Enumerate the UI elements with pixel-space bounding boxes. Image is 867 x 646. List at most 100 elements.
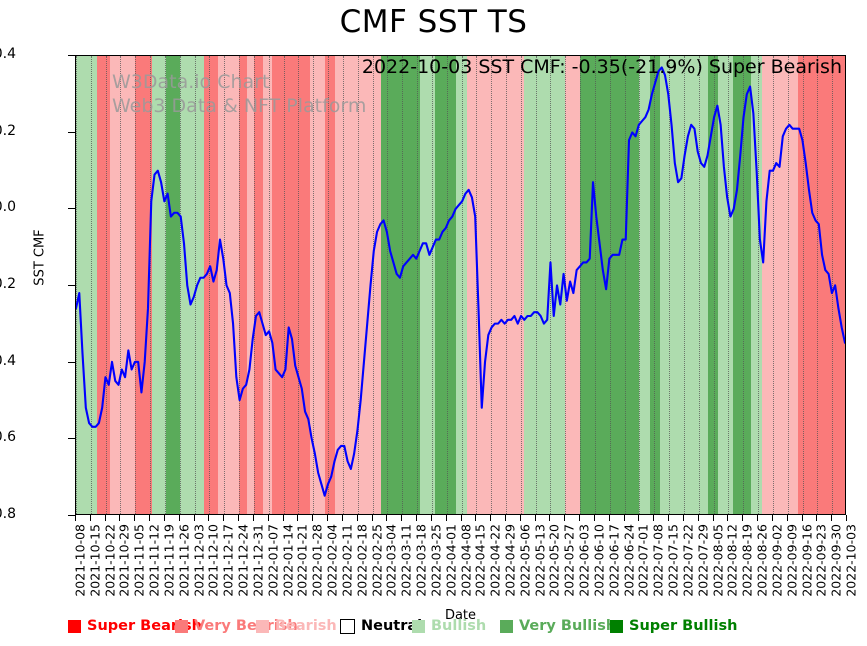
- x-tick-mark: [638, 515, 640, 521]
- legend-item[interactable]: Neutral: [340, 618, 422, 634]
- gridline: [491, 56, 493, 514]
- x-tick-mark: [475, 515, 477, 521]
- y-tick-mark: [68, 285, 75, 286]
- gridline: [357, 56, 359, 514]
- gridline: [417, 56, 419, 514]
- x-tick-mark: [371, 515, 373, 521]
- gridline: [342, 56, 344, 514]
- regime-band: [262, 56, 272, 514]
- x-tick-mark: [712, 515, 714, 521]
- x-tick-mark: [341, 515, 343, 521]
- x-tick-label: 2021-11-12: [146, 524, 162, 597]
- x-tick-mark: [104, 515, 106, 521]
- gridline: [713, 56, 715, 514]
- y-tick-mark: [68, 361, 75, 363]
- regime-band: [253, 56, 263, 514]
- legend-label: Neutral: [361, 618, 423, 634]
- y-tick-mark: [68, 515, 75, 516]
- gridline: [268, 56, 270, 514]
- x-tick-mark: [327, 515, 329, 521]
- x-tick-mark: [297, 515, 299, 521]
- gridline: [239, 56, 241, 514]
- x-tick-label: 2022-04-29: [502, 524, 518, 597]
- legend: Super Bearish Very Bearish Bearish Neutral B…: [0, 618, 867, 644]
- cmf-line-series: [76, 56, 845, 515]
- x-tick-label: 2022-03-11: [398, 524, 414, 597]
- gridline: [209, 56, 211, 514]
- regime-band: [750, 56, 763, 514]
- x-tick-mark: [668, 515, 670, 521]
- x-tick-mark: [534, 515, 536, 521]
- x-tick-mark: [163, 515, 165, 521]
- legend-item[interactable]: Bearish: [256, 618, 337, 634]
- gridline: [313, 56, 315, 514]
- x-tick-label: 2022-01-28: [309, 524, 325, 597]
- legend-item[interactable]: Super Bullish: [610, 618, 737, 634]
- x-tick-label: 2022-05-20: [546, 524, 562, 597]
- legend-swatch-icon: [68, 619, 81, 633]
- gridline: [609, 56, 611, 514]
- gridline: [372, 56, 374, 514]
- x-tick-label: 2021-12-24: [235, 524, 251, 597]
- gridline: [150, 56, 152, 514]
- regime-band: [707, 56, 718, 514]
- legend-swatch-icon: [340, 618, 355, 634]
- regime-band: [798, 56, 845, 514]
- legend-label: Super Bullish: [629, 618, 738, 634]
- gridline: [283, 56, 285, 514]
- gridline: [832, 56, 834, 514]
- x-tick-mark: [816, 515, 818, 521]
- y-tick-label: 0.0: [0, 199, 16, 216]
- regime-band: [732, 56, 751, 514]
- x-tick-mark: [401, 515, 403, 521]
- gridline: [728, 56, 730, 514]
- gridline: [402, 56, 404, 514]
- regime-band: [239, 56, 247, 514]
- x-tick-label: 2022-09-23: [813, 524, 829, 597]
- gridline: [787, 56, 789, 514]
- y-tick-mark: [68, 55, 75, 56]
- x-tick-label: 2022-03-04: [383, 524, 399, 597]
- regime-band: [419, 56, 435, 514]
- y-tick-label: −0.6: [0, 429, 16, 446]
- x-tick-mark: [386, 515, 388, 521]
- gridline: [580, 56, 582, 514]
- x-tick-mark: [831, 515, 833, 521]
- x-tick-mark: [490, 515, 492, 521]
- gridline: [105, 56, 107, 514]
- gridline: [594, 56, 596, 514]
- y-tick-label: −0.4: [0, 352, 16, 369]
- x-tick-label: 2021-11-26: [176, 524, 192, 597]
- x-tick-label: 2021-12-17: [220, 524, 236, 597]
- x-tick-mark: [312, 515, 314, 521]
- legend-item[interactable]: Very Bullish: [500, 618, 616, 634]
- x-tick-mark: [519, 515, 521, 521]
- x-tick-mark: [697, 515, 699, 521]
- legend-item[interactable]: Super Bearish: [68, 618, 202, 634]
- x-tick-label: 2022-08-05: [710, 524, 726, 597]
- x-tick-label: 2022-01-14: [280, 524, 296, 597]
- x-tick-mark: [846, 515, 847, 521]
- x-tick-label: 2021-12-10: [205, 524, 221, 597]
- x-tick-label: 2021-11-05: [131, 524, 147, 597]
- x-tick-label: 2022-02-18: [354, 524, 370, 597]
- gridline: [802, 56, 804, 514]
- x-tick-mark: [119, 515, 121, 521]
- legend-item[interactable]: Very Bearish: [175, 618, 298, 634]
- watermark: W3Data.io Chart Web3 Data & NFT Platform: [112, 70, 366, 118]
- legend-item[interactable]: Bullish: [412, 618, 486, 634]
- gridline: [224, 56, 226, 514]
- gridline: [743, 56, 745, 514]
- legend-label: Bullish: [431, 618, 487, 634]
- regime-band: [218, 56, 240, 514]
- x-tick-label: 2022-04-15: [472, 524, 488, 597]
- x-tick-label: 2021-12-03: [191, 524, 207, 597]
- x-tick-label: 2022-01-07: [265, 524, 281, 597]
- x-tick-label: 2022-09-09: [784, 524, 800, 597]
- x-tick-mark: [504, 515, 506, 521]
- x-tick-mark: [623, 515, 625, 521]
- x-tick-mark: [445, 515, 447, 521]
- gridline: [387, 56, 389, 514]
- x-tick-mark: [742, 515, 744, 521]
